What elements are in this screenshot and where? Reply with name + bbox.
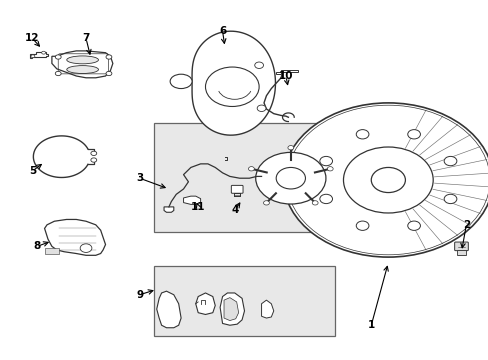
Circle shape (443, 156, 456, 166)
Polygon shape (276, 69, 298, 74)
Circle shape (276, 167, 305, 189)
Polygon shape (44, 220, 105, 255)
Circle shape (248, 167, 254, 171)
Circle shape (319, 156, 332, 166)
Circle shape (443, 194, 456, 204)
Circle shape (343, 147, 432, 213)
Circle shape (407, 130, 420, 139)
Ellipse shape (67, 56, 98, 64)
Circle shape (55, 71, 61, 76)
Polygon shape (30, 51, 47, 58)
Circle shape (319, 194, 332, 204)
Circle shape (407, 221, 420, 230)
Text: 2: 2 (462, 220, 469, 230)
Polygon shape (195, 293, 215, 315)
Circle shape (370, 167, 405, 193)
Text: 12: 12 (25, 33, 40, 43)
Ellipse shape (67, 66, 98, 73)
Circle shape (80, 244, 92, 252)
Text: 4: 4 (231, 206, 238, 216)
Circle shape (287, 145, 293, 150)
Text: 5: 5 (29, 166, 36, 176)
Text: 10: 10 (278, 71, 293, 81)
Circle shape (312, 201, 318, 205)
Circle shape (356, 130, 368, 139)
Bar (154, 123, 348, 232)
Text: 8: 8 (34, 241, 41, 251)
Circle shape (257, 105, 265, 112)
Circle shape (205, 67, 259, 107)
Text: 11: 11 (190, 202, 205, 212)
FancyBboxPatch shape (231, 185, 243, 193)
Polygon shape (220, 293, 244, 325)
Circle shape (283, 103, 488, 257)
Bar (154, 266, 334, 336)
Circle shape (41, 51, 45, 54)
Circle shape (106, 71, 112, 76)
Text: 7: 7 (82, 33, 89, 43)
Polygon shape (192, 31, 275, 135)
Text: 9: 9 (136, 290, 143, 300)
Polygon shape (52, 51, 113, 78)
Circle shape (255, 152, 325, 204)
Polygon shape (261, 300, 273, 318)
Polygon shape (183, 196, 200, 204)
Circle shape (31, 55, 35, 58)
Circle shape (263, 201, 269, 205)
Circle shape (356, 221, 368, 230)
FancyBboxPatch shape (454, 242, 468, 251)
Circle shape (91, 151, 97, 156)
Polygon shape (163, 207, 173, 212)
FancyBboxPatch shape (456, 250, 465, 255)
Text: 6: 6 (219, 26, 226, 36)
Circle shape (55, 55, 61, 59)
Circle shape (106, 55, 112, 59)
Circle shape (326, 167, 332, 171)
Polygon shape (44, 248, 59, 253)
Text: 1: 1 (367, 320, 374, 330)
Polygon shape (224, 298, 238, 320)
Ellipse shape (170, 74, 192, 89)
Circle shape (254, 62, 263, 68)
Polygon shape (157, 291, 181, 328)
Text: 3: 3 (136, 173, 143, 183)
Circle shape (91, 158, 97, 162)
